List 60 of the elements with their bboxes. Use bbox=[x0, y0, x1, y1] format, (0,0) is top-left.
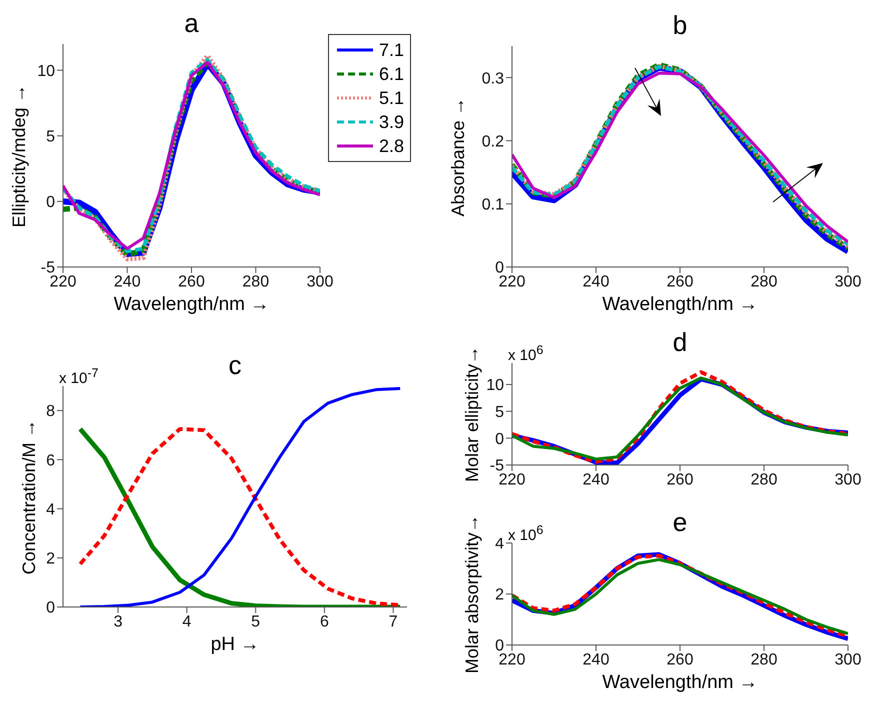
y-tick-label: 0.1 bbox=[482, 196, 504, 214]
chart-title: a bbox=[183, 8, 200, 38]
legend-label: 3.9 bbox=[379, 112, 404, 132]
y-tick-label: 0 bbox=[46, 194, 56, 212]
y-tick-label: 0.2 bbox=[482, 133, 504, 150]
y-tick-label: 6 bbox=[46, 452, 56, 470]
annotation: x 10$^{6}$ bbox=[508, 342, 544, 365]
legend-label: 5.1 bbox=[379, 88, 404, 108]
legend-label: 6.1 bbox=[379, 64, 404, 84]
y-tick-label: 10 bbox=[37, 62, 56, 80]
x-tick-label: 240 bbox=[582, 651, 610, 668]
y-axis-title: Absorbance → bbox=[447, 96, 469, 218]
x-axis-title: pH → bbox=[210, 633, 260, 657]
chart-title: c bbox=[228, 350, 242, 380]
y-axis-title: Ellipticity/mdeg → bbox=[8, 82, 30, 230]
x-tick-label: 6 bbox=[320, 613, 329, 630]
y-axis-title: Concentration/M → bbox=[18, 418, 40, 576]
x-axis-title: Wavelength/nm → bbox=[601, 671, 759, 695]
y-tick-label: 5 bbox=[495, 404, 504, 421]
x-axis-title: Wavelength/nm → bbox=[112, 293, 270, 317]
x-tick-label: 300 bbox=[306, 273, 334, 290]
y-tick-label: 4 bbox=[495, 536, 504, 553]
annotation: x 10$^{-7}$ bbox=[59, 365, 98, 388]
chart-title: d bbox=[672, 327, 688, 357]
x-tick-label: 260 bbox=[666, 471, 694, 488]
annotation: x 10$^{6}$ bbox=[508, 522, 544, 545]
x-tick-label: 7 bbox=[388, 613, 398, 630]
y-tick-label: 5 bbox=[46, 128, 56, 146]
x-tick-label: 300 bbox=[834, 651, 862, 668]
x-tick-label: 260 bbox=[178, 273, 205, 290]
chart-title: e bbox=[672, 507, 688, 537]
y-tick-label: 2 bbox=[495, 586, 504, 604]
legend-label: 7.1 bbox=[379, 40, 404, 60]
legend-label: 2.8 bbox=[379, 136, 404, 156]
y-axis-title: Molar ellipticity→ bbox=[462, 346, 482, 482]
x-tick-label: 260 bbox=[666, 651, 694, 668]
x-tick-label: 240 bbox=[582, 273, 610, 290]
chart-title: b bbox=[672, 10, 688, 40]
y-tick-label: 10 bbox=[486, 377, 504, 394]
x-tick-label: 280 bbox=[750, 273, 778, 290]
x-tick-label: 3 bbox=[114, 613, 123, 630]
x-tick-label: 300 bbox=[834, 273, 862, 290]
x-tick-label: 240 bbox=[582, 471, 610, 488]
x-tick-label: 300 bbox=[834, 471, 862, 488]
y-tick-label: 4 bbox=[46, 501, 56, 518]
y-tick-label: 0.3 bbox=[482, 70, 504, 88]
line-series bbox=[78, 386, 402, 607]
y-tick-label: 0 bbox=[495, 430, 504, 448]
x-tick-label: 5 bbox=[251, 613, 260, 630]
y-tick-label: 2 bbox=[46, 550, 56, 568]
x-tick-label: 280 bbox=[750, 651, 778, 668]
y-tick-label: 8 bbox=[46, 403, 56, 420]
x-tick-label: 280 bbox=[242, 273, 270, 290]
x-tick-label: 4 bbox=[182, 613, 192, 630]
y-axis-title: Molar absorptivity→ bbox=[462, 514, 482, 674]
x-axis-title: Wavelength/nm → bbox=[601, 293, 759, 317]
x-tick-label: 260 bbox=[666, 273, 694, 290]
y-tick-label: 0 bbox=[46, 600, 56, 617]
x-tick-label: 240 bbox=[114, 273, 141, 290]
x-tick-label: 280 bbox=[750, 471, 778, 488]
